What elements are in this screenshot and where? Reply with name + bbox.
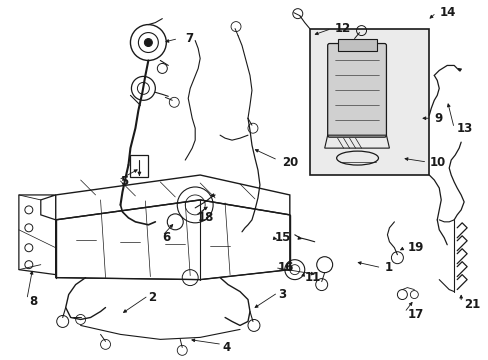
Text: 11: 11 (304, 271, 320, 284)
Bar (130, 155, 148, 177)
FancyBboxPatch shape (327, 44, 386, 137)
Text: 7: 7 (185, 32, 193, 45)
Text: 17: 17 (407, 308, 423, 321)
Text: 20: 20 (281, 156, 298, 168)
Text: 1: 1 (384, 261, 392, 274)
Circle shape (144, 39, 152, 46)
Text: 15: 15 (274, 231, 291, 244)
Bar (309, 28, 428, 175)
Text: 16: 16 (277, 261, 294, 274)
Text: 9: 9 (433, 112, 442, 125)
Text: 14: 14 (438, 6, 455, 19)
Text: 12: 12 (334, 22, 350, 35)
Text: 4: 4 (222, 341, 230, 354)
Bar (337, 39, 377, 50)
Text: 13: 13 (456, 122, 472, 135)
Text: 6: 6 (162, 231, 170, 244)
Text: 8: 8 (29, 295, 37, 308)
Text: 5: 5 (120, 175, 128, 189)
Text: 19: 19 (407, 241, 423, 254)
Text: 21: 21 (463, 298, 479, 311)
Text: 10: 10 (428, 156, 445, 168)
Text: 18: 18 (198, 211, 214, 224)
Text: 2: 2 (148, 291, 156, 304)
Text: 3: 3 (277, 288, 285, 301)
